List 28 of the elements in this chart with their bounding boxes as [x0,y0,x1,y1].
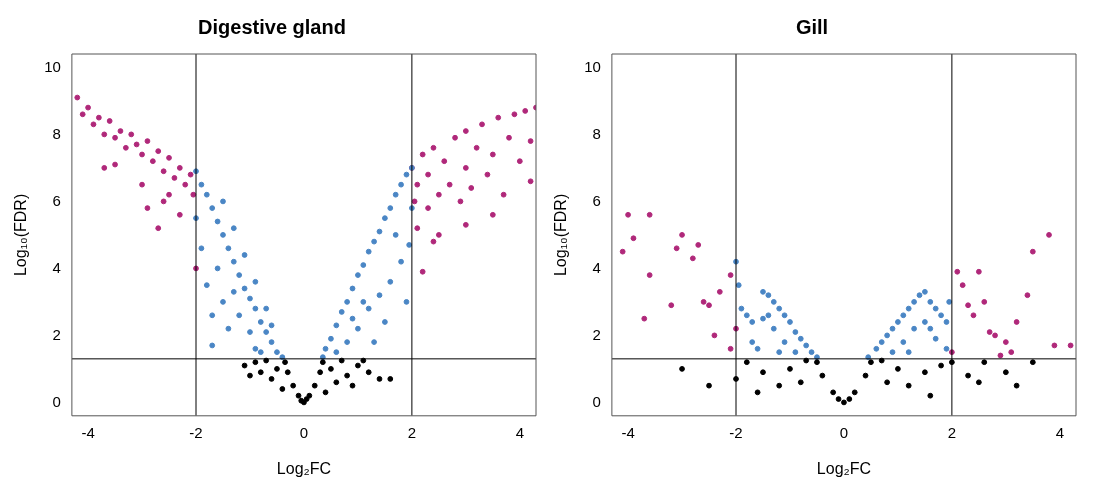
chart-title: Digestive gland [198,15,346,38]
y-tick-label: 6 [592,191,601,209]
y-tick-label: 10 [584,57,601,75]
x-tick-label: 0 [299,423,309,441]
y-tick-label: 4 [52,258,61,276]
x-tick-label: -4 [621,423,635,441]
y-tick-label: 10 [44,57,61,75]
x-tick-label: -4 [81,423,95,441]
x-axis-title: Log₂FC [816,459,872,477]
x-tick-label: 2 [947,423,957,441]
x-tick-label: 0 [839,423,849,441]
x-tick-label: 4 [515,423,524,441]
x-tick-label: 4 [1055,423,1064,441]
y-tick-label: 8 [592,124,601,142]
y-tick-label: 0 [592,392,601,410]
y-tick-label: 2 [592,325,601,343]
y-tick-label: 6 [52,191,61,209]
x-axis-title: Log₂FC [276,459,332,477]
chart-title: Gill [795,15,829,38]
x-tick-label: -2 [189,423,203,441]
x-tick-label: -2 [729,423,743,441]
x-tick-label: 2 [407,423,417,441]
y-axis-title: Log₁₀(FDR) [552,193,570,277]
y-tick-label: 4 [592,258,601,276]
y-tick-label: 2 [52,325,61,343]
y-tick-label: 0 [52,392,61,410]
y-tick-label: 8 [52,124,61,142]
y-axis-title: Log₁₀(FDR) [12,193,30,277]
